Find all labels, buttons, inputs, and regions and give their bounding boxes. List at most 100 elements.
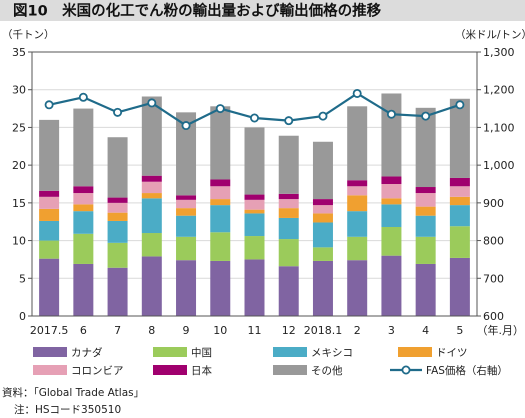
bar-segment [381, 255, 402, 316]
bar-segment [381, 198, 402, 205]
bar-segment [312, 199, 333, 206]
bar-segment [39, 119, 60, 191]
bar-segment [347, 236, 368, 261]
bar-segment [210, 205, 231, 233]
bar-segment [210, 260, 231, 316]
bar-segment [107, 267, 128, 316]
bar-segment [141, 193, 162, 199]
legend-swatch [273, 365, 307, 375]
bar-segment [381, 204, 402, 227]
hs-code-note: 注：HSコード350510 [14, 403, 121, 416]
x-tick-label: 9 [183, 324, 190, 337]
right-tick-label: 900 [483, 197, 504, 210]
legend-label: カナダ [71, 346, 103, 359]
price-point [352, 88, 362, 98]
left-tick-label: 30 [12, 84, 26, 97]
bar-segment [347, 180, 368, 187]
bar-segment [176, 215, 197, 237]
title-bar [0, 0, 525, 21]
price-point [421, 111, 431, 121]
legend-swatch [153, 347, 187, 357]
bar-segment [176, 195, 197, 200]
bar-segment [449, 257, 470, 316]
legend-marker [401, 365, 411, 375]
x-tick-label: 10 [213, 324, 227, 337]
right-axis-unit: （米ドル/トン） [455, 28, 525, 41]
bar-segment [39, 258, 60, 316]
bar-segment [141, 233, 162, 257]
left-tick-label: 0 [19, 310, 26, 323]
bar-segment [176, 208, 197, 216]
right-tick-label: 1,000 [483, 159, 515, 172]
legend-label: その他 [311, 364, 343, 377]
bar-segment [312, 260, 333, 316]
x-tick-label: 2 [354, 324, 361, 337]
right-tick-label: 1,100 [483, 121, 515, 134]
bar-segment [244, 194, 265, 200]
price-point [284, 116, 294, 126]
bar-segment [449, 205, 470, 227]
bar-segment [449, 226, 470, 258]
bar-segment [278, 193, 299, 200]
bar-segment [141, 175, 162, 182]
bar-segment [244, 213, 265, 237]
bar-segment [415, 236, 436, 264]
legend-label: コロンビア [71, 365, 124, 377]
legend-label: ドイツ [436, 347, 468, 359]
x-tick-label: 3 [388, 324, 395, 337]
price-point [249, 113, 259, 123]
bar-segment [415, 215, 436, 237]
bar-segment [415, 193, 436, 207]
bar-segment [176, 112, 197, 196]
chart-title: 図10 米国の化工でん粉の輸出量および輸出価格の推移 [13, 2, 382, 20]
legend-label: 中国 [191, 346, 212, 359]
bar-segment [39, 190, 60, 197]
bar-segment [210, 232, 231, 261]
x-tick-label: 2017.5 [30, 324, 69, 337]
bar-segment [312, 213, 333, 223]
bar-segment [347, 260, 368, 316]
legend-swatch [33, 347, 67, 357]
bar-segment [141, 181, 162, 194]
bar-segment [244, 209, 265, 214]
bar-segment [244, 259, 265, 316]
price-point [455, 100, 465, 110]
bar-segment [312, 247, 333, 261]
price-point [113, 107, 123, 117]
legend-swatch [273, 347, 307, 357]
right-tick-label: 700 [483, 272, 504, 285]
bar-segment [449, 98, 470, 178]
bar-segment [347, 186, 368, 196]
bar-segment [210, 179, 231, 187]
bar-segment [347, 211, 368, 237]
bar-segment [244, 127, 265, 195]
bar-segment [73, 263, 94, 316]
x-tick-label: 5 [456, 324, 463, 337]
bar-segment [278, 266, 299, 316]
legend-label: FAS価格（右軸） [426, 364, 508, 377]
bar-segment [278, 135, 299, 194]
right-tick-label: 1,200 [483, 84, 515, 97]
left-tick-label: 35 [12, 46, 26, 59]
bar-segment [415, 107, 436, 188]
bar-segment [107, 202, 128, 213]
bar-segment [278, 217, 299, 240]
legend-label: 日本 [191, 364, 212, 377]
bar-segment [73, 211, 94, 234]
legend-label: メキシコ [311, 347, 353, 359]
right-tick-label: 600 [483, 310, 504, 323]
bar-segment [244, 236, 265, 260]
source-note: 資料：「Global Trade Atlas」 [2, 386, 144, 399]
bar-segment [278, 208, 299, 218]
bar-segment [73, 108, 94, 187]
bar-segment [73, 193, 94, 205]
legend-swatch [33, 365, 67, 375]
bar-segment [415, 206, 436, 216]
x-tick-label: 6 [80, 324, 87, 337]
bar-segment [107, 212, 128, 221]
bar-segment [278, 239, 299, 267]
left-tick-label: 25 [12, 121, 26, 134]
legend-swatch [398, 347, 432, 357]
price-point [78, 92, 88, 102]
bar-segment [244, 199, 265, 210]
